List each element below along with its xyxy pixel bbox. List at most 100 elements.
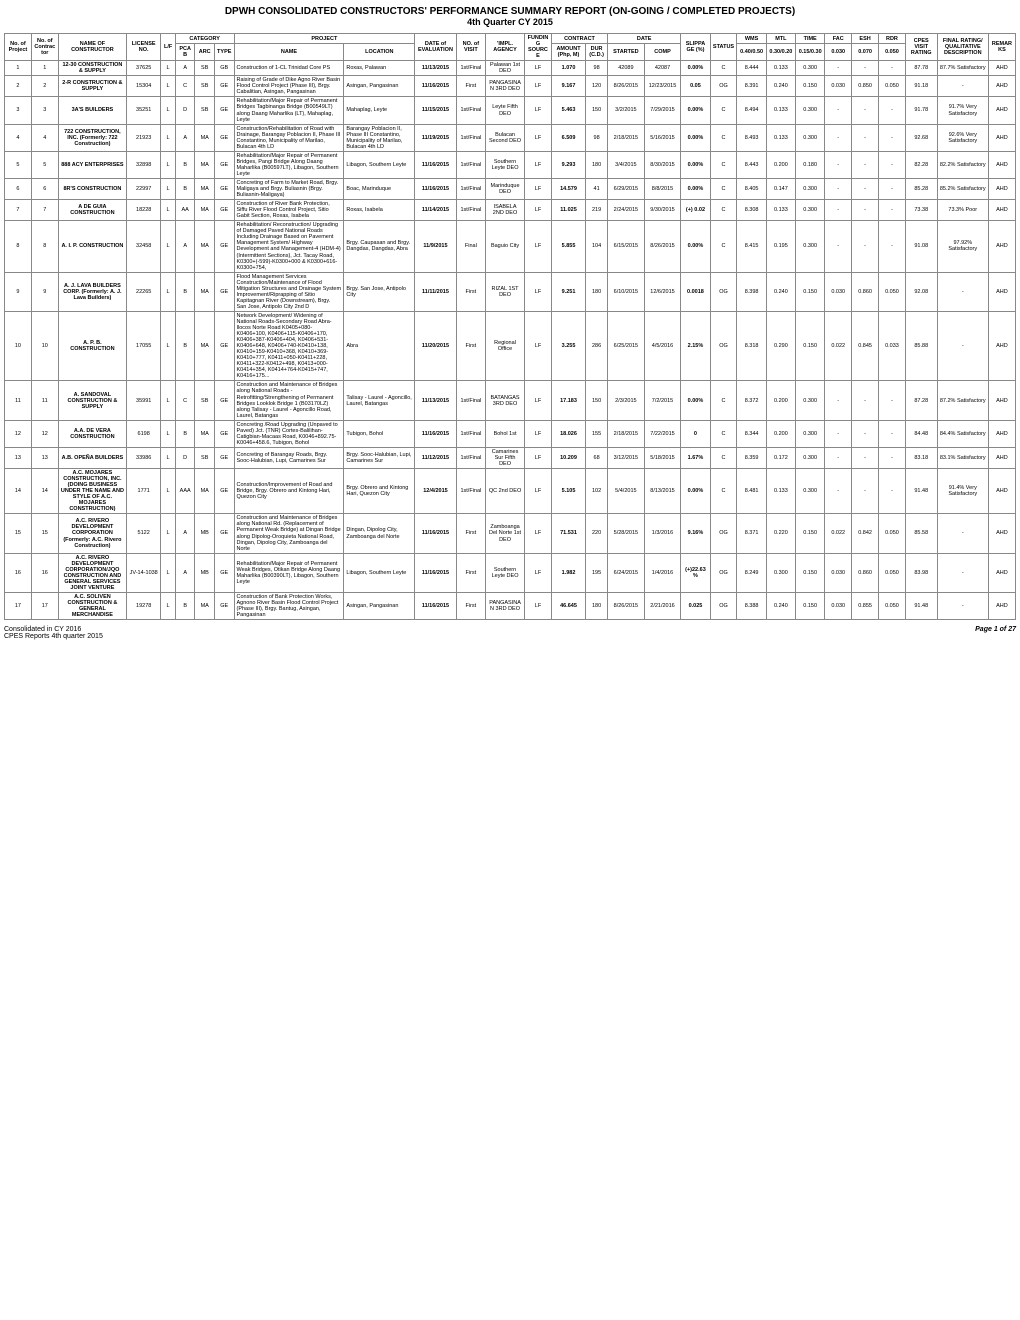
table-cell: 98 — [586, 61, 608, 76]
table-cell: 8.391 — [737, 76, 766, 97]
table-cell: - — [825, 221, 852, 272]
table-cell: MA — [195, 178, 215, 199]
table-cell: AHD — [988, 272, 1015, 311]
table-cell: 8.443 — [737, 151, 766, 178]
table-cell: 1.070 — [551, 61, 585, 76]
table-cell: 11/16/2015 — [415, 76, 457, 97]
table-cell: 0.300 — [796, 381, 825, 420]
table-cell: A — [175, 553, 195, 592]
table-cell: - — [852, 124, 879, 151]
table-cell: 6/25/2015 — [608, 311, 645, 381]
table-cell: Rehabilitation/Major Repair of Permanent… — [234, 151, 344, 178]
col-amount: AMOUNT (Php, M) — [551, 44, 585, 61]
table-row: 77A DE GUIA CONSTRUCTION18228LAAMAGECons… — [5, 200, 1016, 221]
footer-left-1: Consolidated in CY 2016 — [4, 626, 103, 633]
table-cell: 17 — [31, 592, 58, 619]
table-cell: 4 — [31, 124, 58, 151]
table-cell: 1st/Final — [456, 151, 485, 178]
col-esh: ESH — [852, 34, 879, 44]
col-dur: DUR (C.D.) — [586, 44, 608, 61]
table-cell: 180 — [586, 592, 608, 619]
table-cell: 1st/Final — [456, 469, 485, 514]
table-cell: D — [175, 447, 195, 468]
table-cell: GE — [214, 76, 234, 97]
table-cell: L — [161, 311, 176, 381]
table-row: 88A. I. P. CONSTRUCTION32458LAMAGERehabi… — [5, 221, 1016, 272]
table-cell: 0.050 — [879, 272, 906, 311]
table-cell: 7 — [5, 200, 32, 221]
report-title: DPWH CONSOLIDATED CONSTRUCTORS' PERFORMA… — [4, 6, 1016, 17]
table-cell: Construction/Rehabilitation of Road with… — [234, 124, 344, 151]
table-cell: GB — [214, 61, 234, 76]
table-cell: Flood Management Services Construction/M… — [234, 272, 344, 311]
table-cell: GE — [214, 272, 234, 311]
table-cell: LF — [525, 178, 552, 199]
table-row: 1010A. P. B. CONSTRUCTION17055LBMAGENetw… — [5, 311, 1016, 381]
table-cell: 8.308 — [737, 200, 766, 221]
col-mtl2: 0.30/0.20 — [766, 44, 795, 61]
col-comp: COMP — [644, 44, 681, 61]
table-cell: 2/21/2016 — [644, 592, 681, 619]
table-cell: - — [825, 151, 852, 178]
table-cell: C — [710, 447, 737, 468]
table-cell: 888 ACY ENTERPRISES — [58, 151, 126, 178]
table-cell: 17.183 — [551, 381, 585, 420]
table-cell: MA — [195, 469, 215, 514]
table-cell: GE — [214, 311, 234, 381]
table-cell: GE — [214, 151, 234, 178]
table-cell: 722 CONSTRUCTION, INC. (Formerly: 722 Co… — [58, 124, 126, 151]
table-cell: 1st/Final — [456, 124, 485, 151]
table-cell: B — [175, 420, 195, 447]
table-row: 222-R CONSTRUCTION & SUPPLY15304LCSBGERa… — [5, 76, 1016, 97]
table-cell: PANGASINAN 3RD DEO — [486, 76, 525, 97]
table-cell: Dingan, Dipolog City, Zamboanga del Nort… — [344, 514, 415, 553]
table-cell: Concreting of Barangay Roads, Brgy. Sooc… — [234, 447, 344, 468]
table-cell: 2 — [5, 76, 32, 97]
col-category: CATEGORY — [175, 34, 234, 44]
table-cell: Construction of 1-CL Trinidad Core PS — [234, 61, 344, 76]
col-wms: WMS — [737, 34, 766, 44]
table-cell: AHD — [988, 311, 1015, 381]
table-cell: 5/28/2015 — [608, 514, 645, 553]
table-cell: LF — [525, 124, 552, 151]
table-cell: 0.240 — [766, 592, 795, 619]
table-cell: 0.180 — [796, 151, 825, 178]
table-cell: 9.251 — [551, 272, 585, 311]
col-fac: FAC — [825, 34, 852, 44]
table-cell: RIZAL 1ST DEO — [486, 272, 525, 311]
table-cell: MA — [195, 592, 215, 619]
table-cell: 6 — [31, 178, 58, 199]
table-cell: 0.00% — [681, 151, 710, 178]
table-row: 1616A.C. RIVERO DEVELOPMENT CORPORATION/… — [5, 553, 1016, 592]
table-cell: 85.2% Satisfactory — [937, 178, 988, 199]
table-cell: 73.3% Poor — [937, 200, 988, 221]
table-cell: 22265 — [127, 272, 161, 311]
table-cell: B — [175, 178, 195, 199]
table-cell: Asingan, Pangasinan — [344, 76, 415, 97]
table-row: 1414A.C. MOJARES CONSTRUCTION, INC. (DOI… — [5, 469, 1016, 514]
table-cell: A — [175, 61, 195, 76]
col-cont-no: No. of Contractor — [31, 34, 58, 61]
table-cell: 1/3/2016 — [644, 514, 681, 553]
table-cell: 91.7% Very Satisfactory — [937, 97, 988, 124]
table-cell: 11/15/2015 — [415, 97, 457, 124]
table-cell: C — [175, 381, 195, 420]
table-cell: 73.38 — [905, 200, 937, 221]
table-cell: First — [456, 592, 485, 619]
table-cell: 97.92% Satisfactory — [937, 221, 988, 272]
table-cell: 2/18/2015 — [608, 420, 645, 447]
table-cell: 0.00% — [681, 221, 710, 272]
table-cell: 12/4/2015 — [415, 469, 457, 514]
table-cell: AHD — [988, 124, 1015, 151]
table-cell: L — [161, 447, 176, 468]
table-cell: 91.48 — [905, 592, 937, 619]
table-cell: OG — [710, 311, 737, 381]
table-cell: Bulacan Second DEO — [486, 124, 525, 151]
report-subtitle: 4th Quarter CY 2015 — [4, 17, 1016, 27]
table-cell: 10 — [31, 311, 58, 381]
table-cell: - — [852, 200, 879, 221]
table-row: 55888 ACY ENTERPRISES32898LBMAGERehabili… — [5, 151, 1016, 178]
table-cell: 12/6/2015 — [644, 272, 681, 311]
table-cell: 11/16/2015 — [415, 420, 457, 447]
col-location: LOCATION — [344, 44, 415, 61]
